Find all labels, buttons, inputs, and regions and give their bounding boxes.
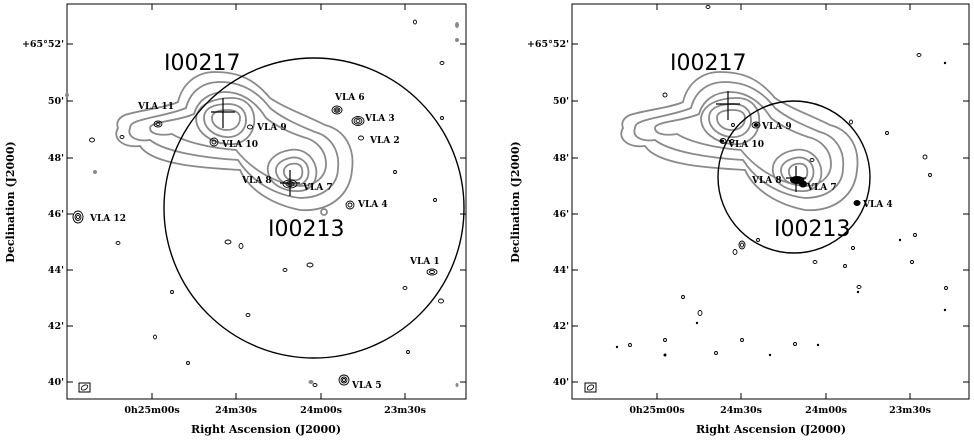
left-dec-tick: 50' bbox=[48, 96, 64, 107]
right-dec-tick: 42' bbox=[553, 321, 569, 332]
vla-label: VLA 9 bbox=[256, 123, 287, 133]
right-dec-tick: 48' bbox=[553, 153, 569, 164]
vla-label: VLA 11 bbox=[137, 102, 174, 112]
left-beam-ellipse bbox=[80, 384, 89, 391]
left-y-axis-label: Declination (J2000) bbox=[4, 141, 17, 262]
left-black-contours bbox=[72, 19, 445, 387]
right-vla-labels: VLA 4 VLA 7 VLA 8 VLA 9 VLA 10 bbox=[727, 122, 893, 210]
right-beam-ellipse bbox=[586, 384, 595, 391]
left-gray-contours bbox=[115, 71, 354, 216]
right-iras-crosses bbox=[716, 91, 806, 192]
right-y-axis-label: Declination (J2000) bbox=[509, 141, 522, 262]
left-dec-tick: 48' bbox=[48, 153, 64, 164]
right-ra-tick: 24m30s bbox=[720, 405, 762, 416]
vla-label: VLA 4 bbox=[862, 200, 893, 210]
left-label-i00217: I00217 bbox=[164, 51, 240, 76]
left-primary-beam-circle bbox=[163, 57, 465, 359]
right-dec-tick: 50' bbox=[553, 96, 569, 107]
vla-label: VLA 10 bbox=[221, 140, 258, 150]
left-ra-tick: 0h25m00s bbox=[124, 405, 179, 416]
right-panel: 0h25m00s 24m30s 24m00s 23m30s +65°52' 50… bbox=[509, 3, 970, 436]
vla-label: VLA 1 bbox=[409, 257, 440, 267]
vla-label: VLA 10 bbox=[727, 140, 764, 150]
right-dec-tick: +65°52' bbox=[527, 39, 569, 50]
right-x-axis-label: Right Ascension (J2000) bbox=[696, 423, 846, 436]
right-ra-tick: 24m00s bbox=[805, 405, 847, 416]
vla-label: VLA 8 bbox=[751, 176, 782, 186]
right-label-i00217: I00217 bbox=[670, 51, 746, 76]
right-primary-beam-circle bbox=[717, 100, 871, 254]
left-label-i00213: I00213 bbox=[268, 217, 344, 242]
vla-label: VLA 2 bbox=[369, 136, 400, 146]
vla-label: VLA 5 bbox=[351, 381, 382, 391]
right-dec-tick-labels: +65°52' 50' 48' 46' 44' 42' 40' bbox=[527, 39, 569, 388]
left-ra-tick: 24m30s bbox=[215, 405, 257, 416]
vla-label: VLA 7 bbox=[302, 183, 333, 193]
left-dec-tick: 44' bbox=[48, 265, 64, 276]
left-dec-tick-labels: +65°52' 50' 48' 46' 44' 42' 40' bbox=[22, 39, 64, 388]
right-plot-frame bbox=[571, 3, 970, 400]
right-ra-tick: 0h25m00s bbox=[629, 405, 684, 416]
right-beam-box bbox=[584, 382, 597, 393]
left-ticks bbox=[67, 4, 466, 399]
right-ra-tick: 23m30s bbox=[889, 405, 931, 416]
vla-label: VLA 4 bbox=[357, 200, 388, 210]
left-beam-box bbox=[78, 382, 91, 393]
vla-label: VLA 8 bbox=[241, 176, 272, 186]
vla-label: VLA 6 bbox=[334, 93, 365, 103]
vla-label: VLA 12 bbox=[89, 214, 126, 224]
right-ra-tick-labels: 0h25m00s 24m30s 24m00s 23m30s bbox=[629, 405, 931, 416]
vla-label: VLA 9 bbox=[761, 122, 792, 132]
left-dec-tick: +65°52' bbox=[22, 39, 64, 50]
left-panel: 0h25m00s 24m30s 24m00s 23m30s +65°52' 50… bbox=[4, 3, 467, 436]
right-filled-sources bbox=[615, 61, 947, 357]
vla-label: VLA 3 bbox=[364, 114, 395, 124]
vla-label: VLA 7 bbox=[806, 183, 837, 193]
right-gray-contours bbox=[620, 71, 859, 211]
right-dec-tick: 46' bbox=[553, 209, 569, 220]
left-x-axis-label: Right Ascension (J2000) bbox=[191, 423, 341, 436]
right-label-i00213: I00213 bbox=[774, 217, 850, 242]
left-ra-tick: 23m30s bbox=[384, 405, 426, 416]
right-dec-tick: 40' bbox=[553, 377, 569, 388]
left-iras-crosses bbox=[211, 98, 300, 196]
left-ra-tick-labels: 0h25m00s 24m30s 24m00s 23m30s bbox=[124, 405, 426, 416]
right-ticks bbox=[572, 4, 969, 399]
left-dec-tick: 40' bbox=[48, 377, 64, 388]
left-dec-tick: 42' bbox=[48, 321, 64, 332]
left-gray-blobs bbox=[65, 22, 459, 387]
left-vla-labels: VLA 1 VLA 2 VLA 3 VLA 4 VLA 5 VLA 6 VLA … bbox=[89, 93, 440, 391]
left-plot-frame bbox=[66, 3, 467, 400]
left-ra-tick: 24m00s bbox=[300, 405, 342, 416]
right-dec-tick: 44' bbox=[553, 265, 569, 276]
left-dec-tick: 46' bbox=[48, 209, 64, 220]
